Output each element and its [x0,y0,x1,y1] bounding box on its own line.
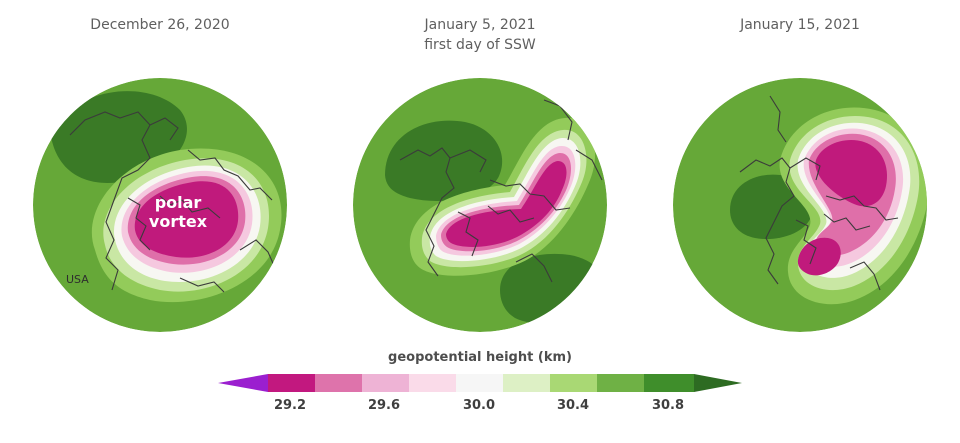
colorbar-tick-label: 30.0 [462,398,496,413]
polar-vortex-core [446,161,567,247]
map-panel-jan05: January 5, 2021 first day of SSW [330,0,630,345]
polar-map-dec26: polar vortex USA [33,78,287,332]
colorbar-segment [456,374,503,392]
panel-title: January 15, 2021 [740,17,860,33]
colorbar-segment [644,374,694,392]
colorbar-arrow-left [218,374,268,392]
colorbar-segment [597,374,644,392]
colorbar-segment [503,374,550,392]
polar-vortex-label-line1: polar [155,193,202,212]
legend-unit: (km) [537,350,572,365]
panel-title: December 26, 2020 [90,17,230,33]
colorbar-segment [409,374,456,392]
colorbar-tick-label: 30.8 [651,398,685,413]
legend-title-text: geopotential height [388,350,534,365]
usa-label: USA [66,273,89,286]
colorbar-segment [362,374,409,392]
dark-green-cell-west [385,120,503,201]
panel-title: January 5, 2021 [424,17,536,33]
panel-subtitle: first day of SSW [424,37,536,53]
magenta-cell-south [797,237,841,276]
polar-map-jan05 [353,78,607,332]
magenta-cell-north [815,140,888,207]
colorbar-segment [550,374,597,392]
map-panel-jan15: January 15, 2021 [650,0,950,345]
colorbar-segment [315,374,362,392]
colorbar-tick-label: 29.6 [367,398,401,413]
legend-title: geopotential height (km) [0,350,960,365]
colorbar [218,374,742,392]
coastlines [739,95,903,291]
coastlines [69,111,277,293]
coastlines [399,99,603,283]
colorbar-segment [268,374,315,392]
colorbar-arrow-right [694,374,742,392]
map-panel-dec26: December 26, 2020 polar vortex USA [10,0,310,345]
polar-vortex-core [134,181,239,258]
colorbar-tick-label: 30.4 [556,398,590,413]
polar-map-jan15 [673,78,927,332]
colorbar-tick-label: 29.2 [273,398,307,413]
polar-vortex-label-line2: vortex [149,212,208,231]
